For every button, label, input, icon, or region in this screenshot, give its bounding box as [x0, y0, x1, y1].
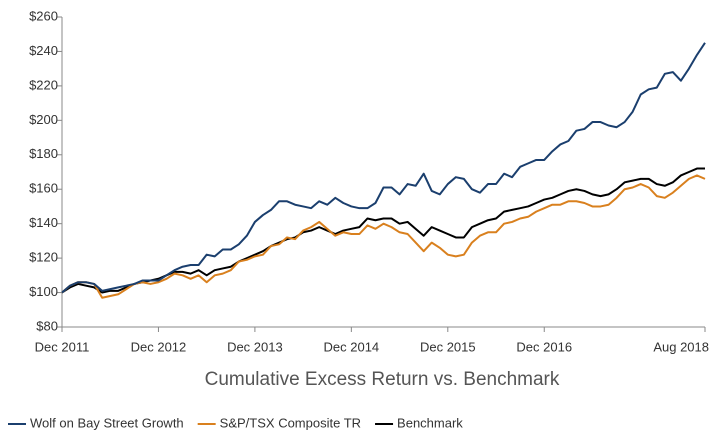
y-tick-label: $120 — [29, 250, 58, 265]
y-tick-label: $260 — [29, 8, 58, 23]
series-line — [61, 174, 706, 299]
x-tick-label: Dec 2016 — [516, 339, 572, 354]
legend-label: Benchmark — [397, 415, 463, 430]
legend-label: Wolf on Bay Street Growth — [30, 415, 184, 430]
y-tick-label: $100 — [29, 284, 58, 299]
legend-label: S&P/TSX Composite TR — [220, 415, 361, 430]
y-tick-label: $80 — [36, 318, 58, 333]
x-tick-label: Dec 2011 — [35, 339, 90, 354]
x-tick-label: Dec 2012 — [131, 339, 187, 354]
x-tick-label: Aug 2018 — [653, 339, 709, 354]
chart-title: Cumulative Excess Return vs. Benchmark — [205, 369, 560, 390]
y-tick-label: $180 — [29, 146, 58, 161]
y-tick-label: $140 — [29, 215, 58, 230]
x-tick-label: Dec 2014 — [324, 339, 380, 354]
x-tick-label: Dec 2015 — [420, 339, 476, 354]
y-tick-label: $240 — [29, 43, 58, 58]
y-tick-label: $220 — [29, 77, 58, 92]
x-tick-label: Dec 2013 — [227, 339, 283, 354]
y-tick-label: $160 — [29, 181, 58, 196]
y-tick-label: $200 — [29, 112, 58, 127]
series-line — [61, 42, 706, 294]
